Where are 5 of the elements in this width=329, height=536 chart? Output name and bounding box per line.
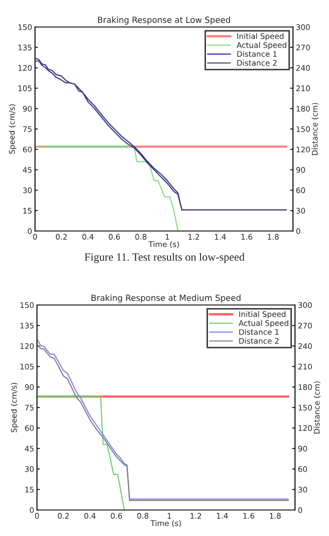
line-series xyxy=(35,146,178,231)
line-series xyxy=(37,396,125,510)
chart-title: Braking Response at Medium Speed xyxy=(92,294,240,303)
chart-title: Braking Response at Low Speed xyxy=(98,16,230,25)
caption: Figure 11. Test results on low-speed xyxy=(84,252,245,264)
